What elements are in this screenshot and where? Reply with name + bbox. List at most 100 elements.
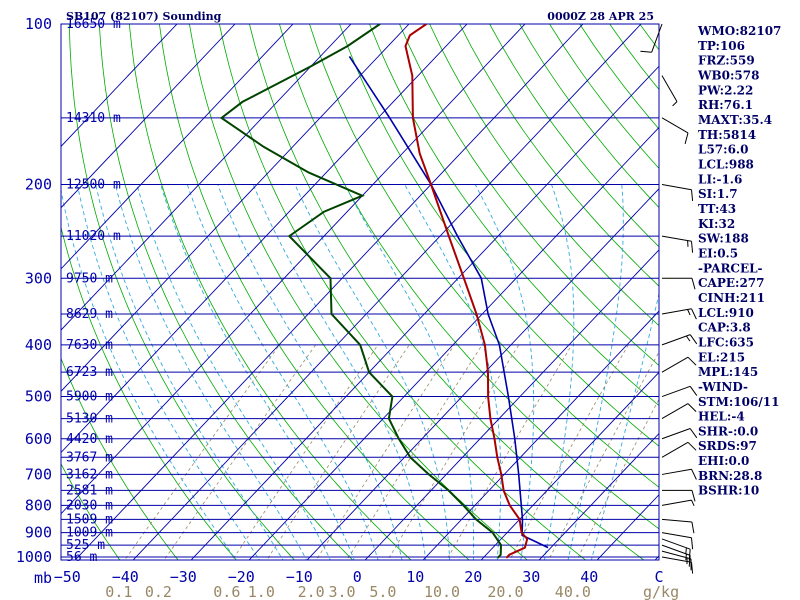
wind-barb-shaft bbox=[661, 356, 689, 373]
temperature-tick-label-c: C bbox=[654, 568, 663, 586]
wind-barb-shaft bbox=[661, 441, 689, 458]
moist-adiabat-line bbox=[344, 184, 475, 560]
index-value: SI:1.7 bbox=[698, 187, 738, 201]
mixing-ratio-tick-label: 3.0 bbox=[329, 583, 356, 600]
moist-adiabat-line bbox=[136, 184, 331, 560]
index-value: SRDS:97 bbox=[698, 439, 757, 453]
mixing-ratio-tick-label: 40.0 bbox=[555, 583, 591, 600]
moist-adiabat-line bbox=[186, 184, 379, 560]
wind-barb-shaft bbox=[661, 334, 691, 346]
index-value: SW:188 bbox=[698, 232, 749, 246]
height-label: 525 m bbox=[66, 538, 105, 553]
wind-barb-flag bbox=[691, 241, 694, 253]
index-value: BSHR:10 bbox=[698, 484, 759, 498]
index-value: LI:-1.6 bbox=[698, 172, 742, 186]
index-value: WB0:578 bbox=[697, 68, 759, 82]
wind-barb-flag bbox=[691, 521, 695, 534]
wind-barb-flag bbox=[688, 555, 691, 567]
index-value: CINH:211 bbox=[698, 291, 765, 305]
wind-barb-shaft bbox=[661, 428, 691, 440]
index-value: EL:215 bbox=[698, 350, 745, 364]
moist-adiabat-line bbox=[474, 184, 535, 560]
index-value: EI:0.5 bbox=[698, 246, 738, 260]
height-label: 3162 m bbox=[66, 467, 113, 482]
height-label: 3767 m bbox=[66, 450, 113, 465]
height-label: 6723 m bbox=[66, 365, 113, 380]
pressure-tick-label: 300 bbox=[25, 269, 52, 287]
mixing-ratio-tick-label: 10.0 bbox=[424, 583, 460, 600]
indices-panel: WMO:82107TP:106FRZ:559WB0:578PW:2.22RH:7… bbox=[697, 24, 781, 498]
pressure-tick-label: 1000 bbox=[16, 548, 52, 566]
temperature-tick-label: 20 bbox=[464, 568, 482, 586]
isotherm-line bbox=[61, 24, 352, 331]
isotherm-line bbox=[538, 432, 659, 560]
wind-barb-flag bbox=[684, 132, 689, 145]
mixing-ratio-line bbox=[266, 344, 410, 560]
height-label: 56 m bbox=[66, 550, 97, 565]
mixing-ratio-tick-label: 5.0 bbox=[369, 583, 396, 600]
wind-barbs bbox=[640, 23, 698, 574]
moist-adiabat-line bbox=[114, 184, 308, 560]
height-label: 16650 m bbox=[66, 17, 121, 32]
index-value: STM:106/11 bbox=[698, 395, 779, 409]
isotherm-line bbox=[74, 24, 584, 560]
mixing-ratio-tick-label: 1.0 bbox=[248, 583, 275, 600]
wind-barb-flag bbox=[688, 549, 691, 561]
dry-adiabat-line bbox=[429, 24, 659, 327]
isotherm-line bbox=[132, 24, 642, 560]
isotherm-line bbox=[306, 188, 659, 560]
station-title: SB107 (82107) Sounding bbox=[66, 10, 222, 23]
dry-adiabat-line bbox=[159, 24, 470, 560]
wind-barb-shaft bbox=[661, 235, 692, 242]
wind-barb-flag bbox=[691, 278, 696, 290]
moist-adiabat-line bbox=[61, 187, 237, 560]
wind-barb-flag bbox=[689, 386, 698, 396]
height-label: 2581 m bbox=[66, 483, 113, 498]
index-value: RH:76.1 bbox=[698, 98, 753, 112]
height-label: 12500 m bbox=[66, 177, 121, 192]
isotherms bbox=[61, 24, 659, 560]
pressure-tick-label: 800 bbox=[25, 496, 52, 514]
mixing-ratio-line bbox=[163, 344, 317, 560]
valid-time: 0000Z 28 APR 25 bbox=[547, 10, 654, 23]
index-value: CAPE:277 bbox=[698, 276, 765, 290]
pressure-tick-label: 700 bbox=[25, 465, 52, 483]
wind-barb-half-flag bbox=[685, 547, 687, 555]
wind-barb-shaft bbox=[661, 468, 692, 475]
height-label: 2030 m bbox=[66, 498, 113, 513]
wind-barb-shaft bbox=[661, 117, 689, 134]
wind-barb-shaft bbox=[661, 538, 691, 550]
index-value: -PARCEL- bbox=[698, 261, 763, 275]
index-value: LFC:635 bbox=[698, 335, 754, 349]
wind-barb-flag bbox=[691, 490, 696, 502]
mixing-ratio-tick-label: 2.0 bbox=[298, 583, 325, 600]
parcel-trace-line bbox=[348, 55, 549, 549]
dry-adiabat-line bbox=[61, 357, 179, 560]
temperature-tick-label: 40 bbox=[580, 568, 598, 586]
isotherm-line bbox=[61, 24, 410, 392]
height-label: 11020 m bbox=[66, 229, 121, 244]
mixing-ratio-line bbox=[576, 398, 659, 560]
dry-adiabat-line bbox=[489, 24, 659, 248]
sounding-profiles bbox=[219, 24, 549, 559]
pressure-unit-label: mb bbox=[34, 569, 52, 587]
dry-adiabat-line bbox=[68, 24, 296, 560]
height-label: 1509 m bbox=[66, 512, 113, 527]
isotherm-line bbox=[61, 24, 178, 148]
mixing-ratio-tick-label: 0.6 bbox=[213, 583, 240, 600]
index-value: CAP:3.8 bbox=[698, 321, 751, 335]
mixing-ratio-tick-label: 0.1 bbox=[105, 583, 132, 600]
isotherm-line bbox=[61, 24, 526, 515]
wind-barb-shaft bbox=[661, 183, 692, 191]
pressure-tick-label: 200 bbox=[25, 175, 52, 193]
moist-adiabat-line bbox=[544, 184, 575, 560]
moist-adiabat-line bbox=[76, 184, 260, 560]
pressure-tick-label: 100 bbox=[25, 15, 52, 33]
moist-adiabat-line bbox=[404, 184, 502, 560]
index-value: EHI:0.0 bbox=[698, 454, 749, 468]
height-label: 8629 m bbox=[66, 307, 113, 322]
mixing-ratio-line bbox=[124, 344, 280, 560]
mixing-ratio-lines bbox=[124, 344, 659, 560]
wind-barb-half-flag bbox=[672, 101, 678, 107]
isotherm-line bbox=[61, 24, 294, 270]
